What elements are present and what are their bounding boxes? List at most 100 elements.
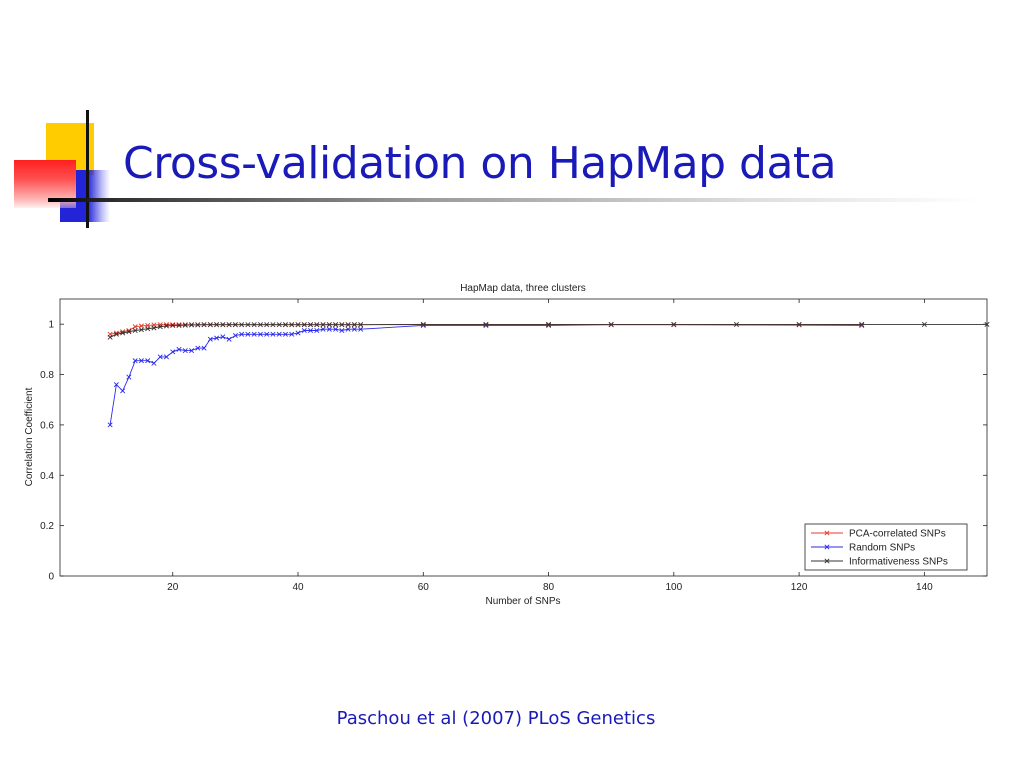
- data-point: [214, 322, 220, 328]
- data-point: [257, 322, 263, 328]
- data-point: [113, 331, 119, 337]
- data-point: [264, 322, 270, 328]
- slide-title: Cross-validation on HapMap data: [123, 138, 837, 189]
- data-point: [176, 322, 182, 328]
- data-point: [107, 422, 113, 428]
- legend-label: Informativeness SNPs: [849, 557, 948, 568]
- x-tick-label: 100: [665, 582, 682, 593]
- y-tick-label: 0.4: [40, 471, 54, 482]
- x-tick-label: 80: [543, 582, 555, 593]
- data-point: [608, 321, 614, 327]
- data-point: [314, 327, 320, 333]
- data-point: [333, 326, 339, 332]
- series-layer: [107, 321, 990, 428]
- data-point: [308, 327, 314, 333]
- data-point: [226, 336, 232, 342]
- citation: Paschou et al (2007) PLoS Genetics: [336, 708, 656, 729]
- data-point: [245, 322, 251, 328]
- data-point: [126, 329, 132, 335]
- data-point: [671, 321, 677, 327]
- data-point: [232, 322, 238, 328]
- data-point: [546, 321, 552, 327]
- data-point: [264, 331, 270, 337]
- data-point: [796, 321, 802, 327]
- data-point: [170, 322, 176, 328]
- data-point: [132, 327, 138, 333]
- data-point: [251, 331, 257, 337]
- legend-label: PCA-correlated SNPs: [849, 529, 946, 540]
- data-point: [113, 382, 119, 388]
- data-point: [239, 331, 245, 337]
- data-point: [320, 322, 326, 328]
- data-point: [320, 326, 326, 332]
- data-point: [339, 322, 345, 328]
- chart-legend: PCA-correlated SNPs Random SNPs Informativ…: [804, 523, 968, 571]
- data-point: [326, 326, 332, 332]
- data-point: [239, 322, 245, 328]
- data-point: [132, 358, 138, 364]
- data-point: [282, 322, 289, 328]
- data-point: [257, 331, 263, 337]
- data-point: [207, 336, 213, 342]
- data-point: [120, 330, 126, 336]
- data-point: [138, 323, 144, 329]
- data-point: [276, 322, 282, 328]
- data-point: [182, 348, 188, 354]
- data-point: [326, 322, 332, 328]
- y-tick-label: 1: [48, 320, 54, 331]
- data-point: [251, 322, 257, 328]
- data-point: [345, 322, 351, 328]
- x-tick-label: 40: [292, 582, 304, 593]
- legend-marker: [824, 544, 830, 550]
- data-point: [358, 326, 364, 332]
- data-point: [295, 330, 301, 336]
- legend-marker: [824, 530, 830, 536]
- data-point: [201, 322, 207, 328]
- x-tick-label: 20: [167, 582, 179, 593]
- data-point: [151, 325, 157, 331]
- data-point: [351, 326, 357, 332]
- data-point: [189, 322, 195, 328]
- data-point: [201, 345, 207, 351]
- data-point: [420, 321, 426, 327]
- data-point: [308, 322, 314, 328]
- data-point: [157, 324, 163, 330]
- data-point: [107, 334, 113, 340]
- data-point: [301, 322, 307, 328]
- y-tick-label: 0.8: [40, 370, 54, 381]
- y-tick-label: 0.2: [40, 521, 54, 532]
- data-point: [220, 322, 226, 328]
- data-point: [176, 346, 182, 352]
- data-point: [339, 327, 345, 333]
- data-point: [345, 326, 351, 332]
- data-point: [358, 322, 364, 328]
- data-point: [921, 321, 927, 327]
- data-point: [145, 358, 151, 364]
- data-point: [295, 322, 301, 328]
- y-axis-label: Correlation Coefficient: [24, 387, 35, 486]
- data-point: [289, 331, 295, 337]
- data-point: [207, 322, 213, 328]
- y-tick-label: 0: [48, 572, 54, 583]
- data-point: [245, 331, 251, 337]
- data-point: [351, 322, 357, 328]
- data-point: [145, 326, 151, 332]
- decor-vertical-line: [86, 110, 89, 228]
- data-point: [859, 321, 865, 327]
- data-point: [132, 324, 138, 330]
- y-tick-label: 0.6: [40, 420, 54, 431]
- data-point: [126, 374, 132, 380]
- data-point: [163, 354, 169, 360]
- data-point: [301, 327, 307, 333]
- data-point: [157, 354, 163, 360]
- axes: 20 40 60 80 100 120 140 0 0.2 0.4 0.6 0.8 1: [40, 299, 987, 593]
- x-tick-label: 60: [418, 582, 430, 593]
- data-point: [232, 332, 238, 339]
- title-underline: [48, 198, 978, 202]
- data-point: [270, 331, 276, 337]
- series-informativeness-snps: [107, 321, 990, 340]
- data-point: [333, 322, 339, 328]
- data-point: [151, 360, 157, 366]
- x-tick-label: 140: [916, 582, 933, 593]
- legend-marker: [824, 558, 830, 564]
